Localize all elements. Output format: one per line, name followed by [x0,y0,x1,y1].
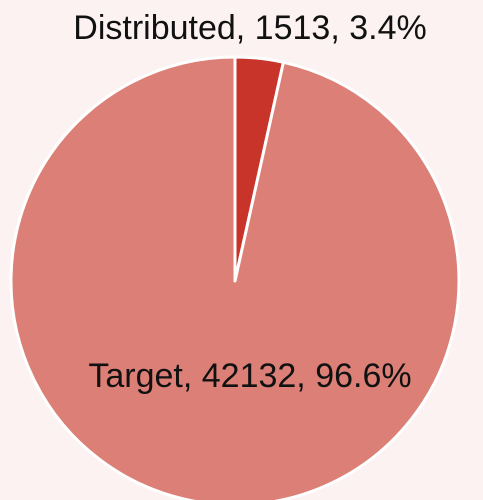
pie-slice [9,55,461,500]
data-label: Target, 42132, 96.6% [88,357,411,395]
data-label: Distributed, 1513, 3.4% [73,9,426,47]
